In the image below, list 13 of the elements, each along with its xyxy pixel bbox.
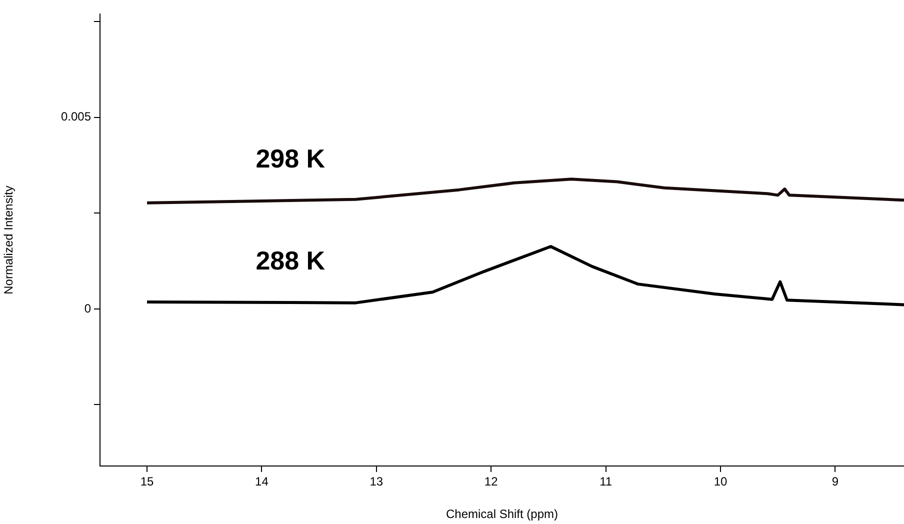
x-axis-title: Chemical Shift (ppm) <box>446 507 558 522</box>
x-tick-label: 11 <box>600 474 612 489</box>
y-tick-label: 0 <box>84 301 92 316</box>
series-label: 288 K <box>256 246 326 276</box>
x-tick-label: 9 <box>832 474 839 489</box>
x-tick-label: 13 <box>370 474 384 489</box>
series-label: 298 K <box>256 144 326 174</box>
x-tick-label: 15 <box>140 474 154 489</box>
x-tick-label: 10 <box>714 474 728 489</box>
x-tick-label: 12 <box>484 474 498 489</box>
y-tick-label: 0.005 <box>60 110 92 124</box>
y-axis-title: Normalized Intensity <box>2 186 16 294</box>
x-tick-label: 14 <box>255 474 269 489</box>
